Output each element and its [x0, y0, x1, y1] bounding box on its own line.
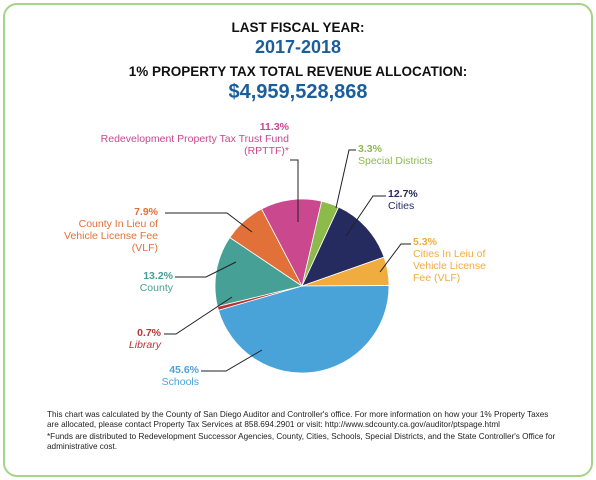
slice-label: 7.9% County In Lieu of Vehicle License Fe… — [45, 206, 158, 254]
leader-line — [290, 159, 299, 222]
slice-label: 0.7% Library — [60, 327, 161, 351]
slice-label: 12.7% Cities — [388, 188, 468, 212]
value-label: 5.3% — [413, 236, 437, 248]
slice — [214, 236, 303, 307]
leader-line — [164, 296, 233, 335]
leader-line — [201, 349, 263, 372]
slice-label: 13.2% County — [60, 270, 173, 294]
subtitle: 2017-2018 — [254, 37, 342, 57]
slice-label: 45.6% Schools — [90, 364, 199, 388]
leader-line — [335, 149, 356, 209]
note: This chart was calculated by the County … — [47, 410, 549, 429]
slice-label: 3.3% Special Districts — [358, 143, 478, 167]
value-label: 7.9% — [134, 206, 158, 218]
total: $4,959,528,868 — [228, 81, 368, 103]
category-label: Cities — [388, 200, 415, 212]
category-label: County In Lieu of Vehicle License Fee (V… — [64, 218, 158, 254]
value-label: 12.7% — [388, 188, 418, 200]
total-label: 1% PROPERTY TAX TOTAL REVENUE ALLOCATION… — [128, 64, 468, 79]
value-label: 13.2% — [143, 270, 173, 282]
category-label: County — [139, 282, 173, 294]
leader-line — [379, 243, 411, 273]
value-label: 45.6% — [169, 364, 199, 376]
category-label: Cities In Leiu of Vehicle License Fee (V… — [413, 248, 486, 284]
slice — [217, 285, 390, 374]
value-label: 3.3% — [358, 143, 382, 155]
leader-line — [345, 195, 386, 237]
leader-line — [165, 212, 253, 233]
pie — [214, 198, 390, 374]
value-label: 0.7% — [137, 327, 161, 339]
slice — [261, 198, 323, 288]
category-label: Library — [128, 339, 161, 351]
category-label: Schools — [161, 376, 199, 388]
slice — [301, 206, 385, 287]
note: *Funds are distributed to Redevelopment … — [47, 432, 556, 451]
leaders — [164, 149, 411, 372]
slice-label: 11.3% Redevelopment Property Tax Trust Fu… — [60, 121, 289, 157]
category-label: Special Districts — [358, 155, 433, 167]
title: LAST FISCAL YEAR: — [231, 20, 365, 35]
slice-label: 5.3% Cities In Leiu of Vehicle License Fe… — [413, 236, 499, 284]
category-label: Redevelopment Property Tax Trust Fund (R… — [100, 133, 289, 157]
frame — [3, 3, 593, 477]
value-label: 11.3% — [259, 121, 289, 133]
leader-line — [175, 261, 237, 278]
